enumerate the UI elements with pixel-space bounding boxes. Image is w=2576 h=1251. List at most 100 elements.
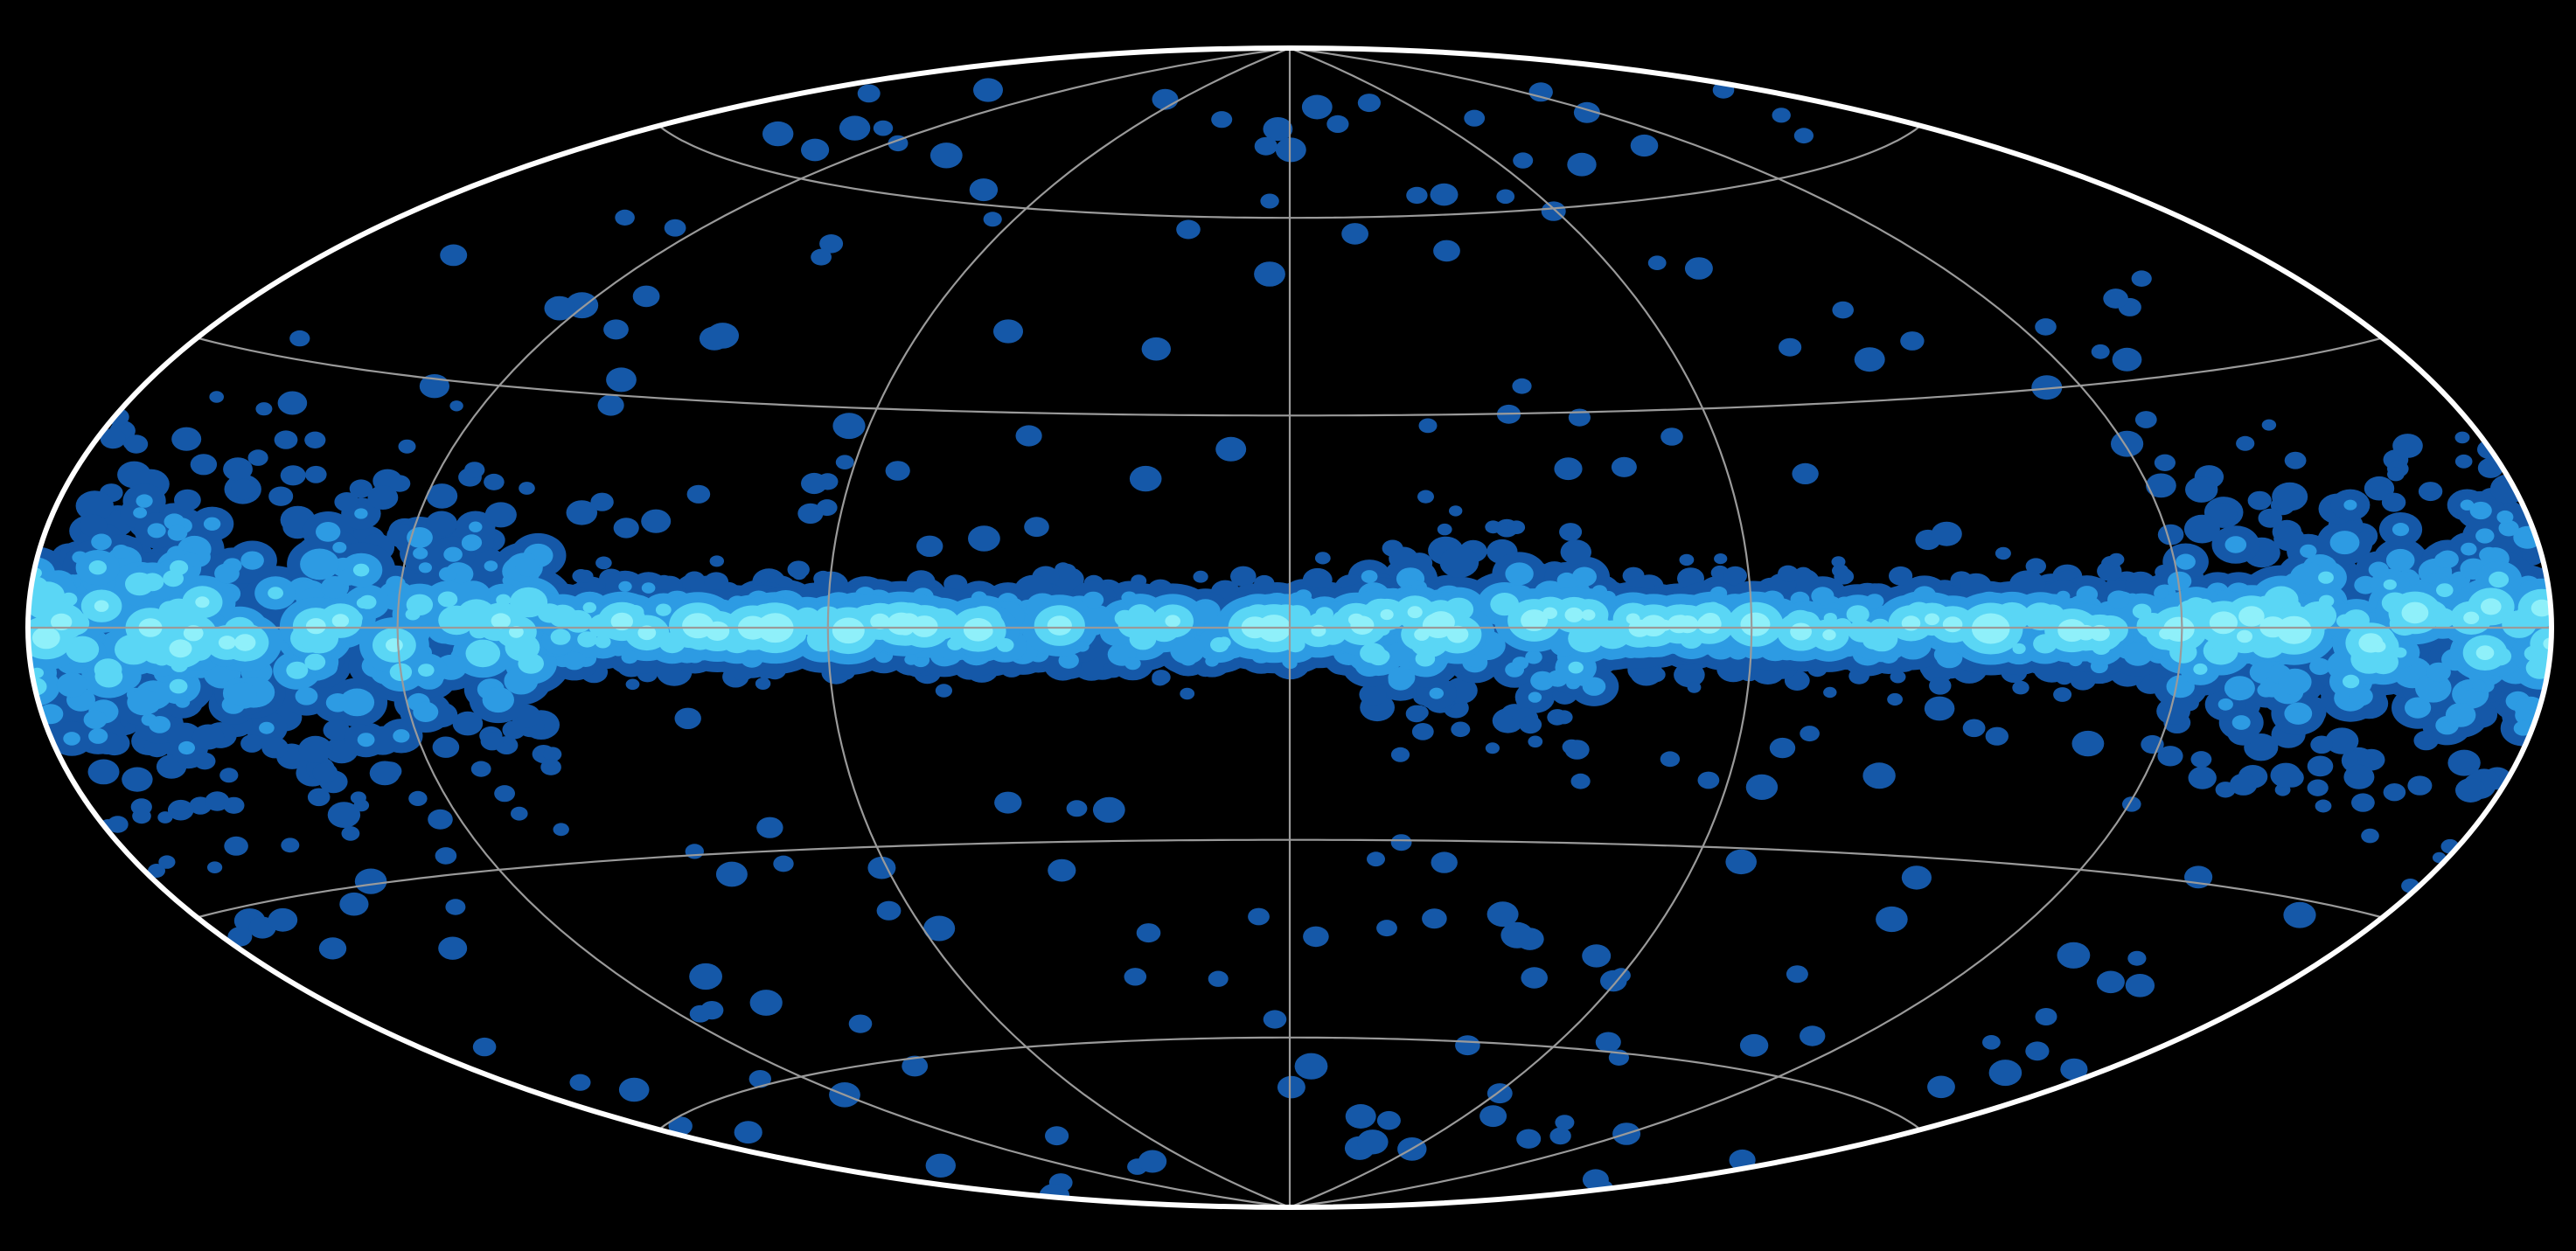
emission-blob — [1357, 94, 1381, 113]
emission-blob — [94, 600, 109, 612]
emission-blob — [354, 868, 387, 894]
emission-blob — [136, 494, 153, 508]
emission-blob — [983, 212, 1002, 227]
emission-blob — [832, 617, 865, 644]
emission-blob — [1740, 612, 1771, 636]
emission-blob — [925, 1153, 957, 1178]
emission-blob — [1152, 88, 1179, 110]
emission-blob — [443, 546, 463, 562]
emission-blob — [484, 473, 505, 490]
emission-blob — [1988, 1060, 2023, 1087]
emission-blob — [2343, 674, 2360, 689]
emission-blob — [705, 621, 730, 642]
emission-blob — [2307, 779, 2329, 796]
emission-blob — [1141, 337, 1172, 361]
emission-blob — [2089, 624, 2110, 642]
emission-blob — [1887, 692, 1904, 706]
emission-blob — [641, 509, 672, 533]
emission-blob — [1191, 601, 1218, 624]
emission-blob — [1962, 719, 1986, 738]
emission-blob — [167, 799, 194, 821]
emission-blob — [413, 547, 428, 559]
emission-blob — [1431, 851, 1458, 873]
emission-blob — [1380, 608, 1394, 621]
emission-blob — [469, 521, 483, 532]
emission-blob — [1124, 657, 1141, 671]
emission-blob — [1595, 1032, 1621, 1053]
emission-blob — [169, 678, 188, 694]
emission-blob — [1875, 605, 1894, 622]
emission-blob — [2278, 668, 2312, 696]
emission-blob — [1846, 605, 1869, 624]
emission-blob — [354, 508, 368, 519]
emission-blob — [31, 626, 60, 650]
emission-blob — [334, 492, 359, 512]
emission-blob — [149, 716, 171, 733]
emission-blob — [219, 768, 239, 783]
emission-blob — [2053, 687, 2072, 702]
emission-blob — [1822, 629, 1836, 641]
emission-blob — [2157, 746, 2183, 767]
emission-blob — [1555, 1115, 1575, 1130]
emission-blob — [1170, 636, 1205, 664]
emission-blob — [704, 572, 729, 592]
emission-blob — [1263, 117, 1293, 142]
emission-blob — [2368, 561, 2389, 579]
emission-blob — [1832, 564, 1848, 578]
emission-blob — [857, 84, 881, 103]
emission-blob — [209, 391, 224, 403]
emission-blob — [2237, 629, 2252, 643]
emission-blob — [1301, 94, 1333, 120]
emission-blob — [338, 568, 359, 586]
emission-blob — [147, 523, 166, 539]
emission-blob — [207, 861, 223, 873]
emission-contours — [28, 78, 2552, 1207]
emission-blob — [223, 796, 245, 814]
emission-blob — [163, 570, 184, 587]
emission-blob — [83, 710, 108, 729]
emission-blob — [79, 514, 108, 537]
emission-blob — [268, 907, 298, 932]
emission-blob — [437, 591, 458, 608]
emission-blob — [1410, 705, 1429, 720]
emission-blob — [167, 525, 188, 541]
emission-blob — [2325, 727, 2359, 754]
emission-blob — [1124, 968, 1147, 986]
emission-blob — [316, 522, 341, 542]
emission-blob — [2111, 430, 2144, 457]
emission-blob — [1723, 566, 1747, 586]
emission-blob — [916, 535, 943, 557]
emission-blob — [595, 556, 612, 570]
emission-blob — [1486, 901, 1519, 928]
emission-blob — [548, 604, 577, 628]
emission-blob — [935, 684, 952, 698]
emission-blob — [496, 594, 512, 607]
emission-blob — [88, 728, 108, 744]
emission-blob — [1854, 347, 1885, 372]
emission-blob — [1512, 378, 1532, 394]
emission-blob — [2434, 552, 2454, 568]
emission-blob — [1165, 615, 1180, 628]
emission-blob — [656, 631, 672, 644]
emission-blob — [2310, 735, 2334, 754]
emission-blob — [774, 628, 788, 639]
emission-blob — [1679, 553, 1695, 566]
emission-blob — [231, 478, 257, 500]
emission-blob — [107, 816, 129, 833]
emission-blob — [2489, 571, 2510, 588]
emission-blob — [2307, 755, 2334, 777]
emission-blob — [369, 761, 400, 786]
emission-blob — [2159, 627, 2175, 640]
emission-blob — [2481, 598, 2502, 615]
emission-blob — [240, 734, 264, 753]
emission-blob — [1739, 1033, 1769, 1057]
emission-blob — [2025, 558, 2046, 574]
emission-blob — [801, 138, 830, 162]
emission-blob — [2229, 773, 2258, 796]
emission-blob — [515, 557, 540, 577]
emission-blob — [625, 678, 640, 691]
emission-blob — [1176, 219, 1201, 240]
emission-blob — [929, 142, 963, 169]
emission-blob — [175, 696, 191, 708]
emission-blob — [973, 78, 1003, 102]
